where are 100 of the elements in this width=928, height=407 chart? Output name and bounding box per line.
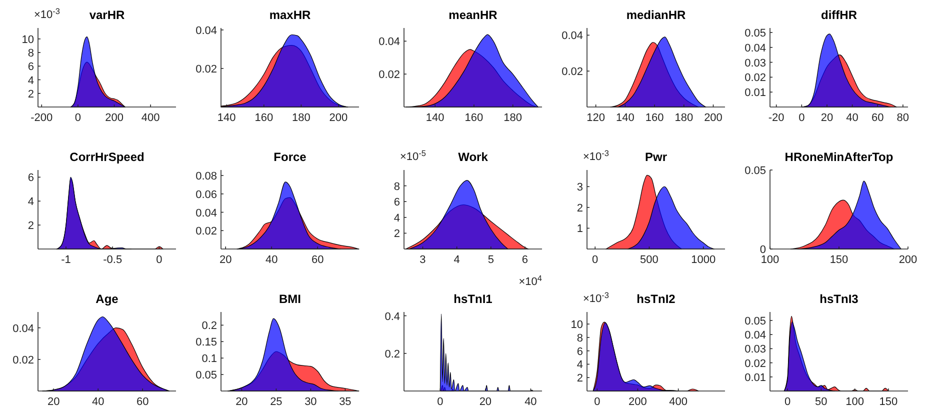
y-tick-label: 4 bbox=[576, 359, 583, 372]
x-tick-label: 60 bbox=[311, 254, 324, 266]
x-tick-label: 0 bbox=[74, 112, 82, 124]
x-tick-label: 400 bbox=[141, 112, 160, 124]
chart-title: CorrHrSpeed bbox=[70, 150, 144, 164]
y-tick-label: 0.04 bbox=[744, 42, 766, 54]
x-tick-label: 180 bbox=[504, 112, 522, 124]
y-tick-label: 0.04 bbox=[196, 24, 217, 37]
chart-title: Work bbox=[458, 150, 488, 164]
chart-title: diffHR bbox=[821, 8, 858, 22]
y-tick-label: 0.02 bbox=[744, 358, 766, 370]
chart-title: HRoneMinAfterTop bbox=[784, 150, 894, 164]
x-tick-label: 150 bbox=[830, 254, 848, 266]
y-tick-label: 0.02 bbox=[12, 354, 34, 366]
x-tick-label: 40 bbox=[524, 396, 537, 407]
x-tick-label: 20 bbox=[479, 396, 492, 407]
x-tick-label: 60 bbox=[871, 112, 884, 124]
x-tick-label: 200 bbox=[329, 112, 348, 124]
y-tick-label: 0.04 bbox=[562, 30, 583, 42]
chart-title: hsTnI1 bbox=[454, 292, 493, 306]
chart-title: hsTnI2 bbox=[636, 292, 676, 306]
x-tick-label: 20 bbox=[236, 396, 248, 407]
x-tick-label: 4 bbox=[454, 254, 460, 266]
x-tick-label: 200 bbox=[628, 396, 647, 407]
y-tick-label: 2 bbox=[576, 372, 583, 385]
x-tick-label: 5 bbox=[488, 254, 494, 266]
y-tick-label: 0.04 bbox=[744, 330, 766, 342]
y-tick-label: 0.02 bbox=[196, 63, 217, 76]
x-tick-label: -1 bbox=[61, 254, 71, 266]
y-tick-label: 2 bbox=[28, 220, 34, 232]
y-tick-label: 1 bbox=[576, 223, 583, 236]
y-tick-label: 0.01 bbox=[744, 87, 766, 100]
y-tick-label: 0.2 bbox=[384, 348, 400, 360]
x-tick-label: 160 bbox=[254, 112, 274, 124]
y-tick-label: 0.04 bbox=[196, 207, 217, 220]
x-tick-label: 160 bbox=[645, 112, 664, 124]
y-tick-label: 4 bbox=[28, 74, 34, 87]
y-tick-label: 0.02 bbox=[196, 226, 217, 238]
y-tick-label: 0.01 bbox=[744, 372, 766, 384]
x-tick-label: 0 bbox=[437, 396, 444, 407]
y-tick-label: 0.04 bbox=[378, 36, 400, 48]
y-tick-label: 0.02 bbox=[562, 66, 583, 78]
x-tick-label: 0 bbox=[798, 112, 805, 124]
chart-title: medianHR bbox=[626, 8, 686, 22]
x-tick-label: 25 bbox=[270, 396, 282, 407]
y-tick-label: 8 bbox=[28, 48, 34, 60]
y-tick-label: 4 bbox=[28, 196, 34, 208]
y-axis-title: ×10$^{-3}$ bbox=[583, 290, 610, 305]
y-tick-label: 0.04 bbox=[12, 322, 34, 335]
y-tick-label: 0.05 bbox=[744, 27, 766, 40]
x-tick-label: 0 bbox=[156, 254, 162, 266]
y-tick-label: 0.1 bbox=[202, 353, 217, 366]
x-tick-label: 120 bbox=[586, 112, 605, 124]
chart-title: hsTnI3 bbox=[820, 292, 859, 306]
x-tick-label: 200 bbox=[898, 254, 918, 266]
y-tick-label: 2 bbox=[576, 202, 583, 214]
chart-title: Force bbox=[274, 150, 307, 164]
x-tick-label: 40 bbox=[846, 112, 858, 124]
x-tick-label: 100 bbox=[760, 254, 780, 266]
chart-title: maxHR bbox=[269, 8, 312, 22]
x-tick-label: 0 bbox=[784, 396, 791, 407]
x-tick-label: 50 bbox=[815, 396, 828, 407]
y-axis-title: ×10$^{-3}$ bbox=[583, 148, 610, 163]
y-tick-label: 0.08 bbox=[196, 170, 217, 183]
y-tick-label: 8 bbox=[394, 180, 400, 193]
x-tick-label: -0.5 bbox=[103, 254, 122, 266]
y-tick-label: 0.05 bbox=[196, 370, 217, 382]
y-tick-label: 10 bbox=[570, 319, 583, 332]
x-tick-label: 140 bbox=[426, 112, 444, 124]
x-tick-label: 20 bbox=[219, 254, 232, 266]
y-tick-label: 6 bbox=[28, 61, 34, 74]
y-tick-label: 3 bbox=[576, 182, 583, 194]
x-tick-label: -200 bbox=[30, 112, 53, 124]
x-tick-label: 140 bbox=[217, 112, 236, 124]
chart-title: BMI bbox=[279, 292, 301, 306]
y-tick-label: 6 bbox=[394, 196, 400, 209]
y-tick-label: 10 bbox=[22, 34, 34, 46]
x-tick-label: 40 bbox=[265, 254, 278, 266]
x-tick-label: 20 bbox=[820, 112, 834, 124]
y-tick-label: 0.03 bbox=[744, 57, 766, 70]
x-tick-label: 200 bbox=[704, 112, 722, 124]
y-tick-label: 0.03 bbox=[744, 344, 766, 356]
x-tick-label: 20 bbox=[47, 396, 60, 407]
chart-title: Pwr bbox=[644, 150, 668, 164]
y-tick-label: 0.02 bbox=[378, 69, 400, 82]
y-tick-label: 2 bbox=[394, 228, 400, 240]
x-tick-label: 3 bbox=[420, 254, 426, 266]
x-tick-label: 6 bbox=[522, 254, 528, 266]
x-tick-label: 140 bbox=[616, 112, 634, 124]
x-tick-label: 500 bbox=[640, 254, 658, 266]
y-tick-label: 0.4 bbox=[384, 310, 400, 323]
x-axis-title: ×10$^{4}$ bbox=[518, 274, 542, 288]
y-tick-label: 0 bbox=[760, 244, 766, 256]
chart-title: meanHR bbox=[448, 8, 498, 22]
y-tick-label: 8 bbox=[576, 332, 583, 344]
y-tick-label: 0.05 bbox=[744, 165, 766, 177]
y-tick-label: 2 bbox=[28, 88, 34, 100]
y-tick-label: 0.06 bbox=[196, 188, 217, 201]
chart-title: Age bbox=[96, 292, 119, 306]
x-tick-label: 400 bbox=[669, 396, 688, 407]
